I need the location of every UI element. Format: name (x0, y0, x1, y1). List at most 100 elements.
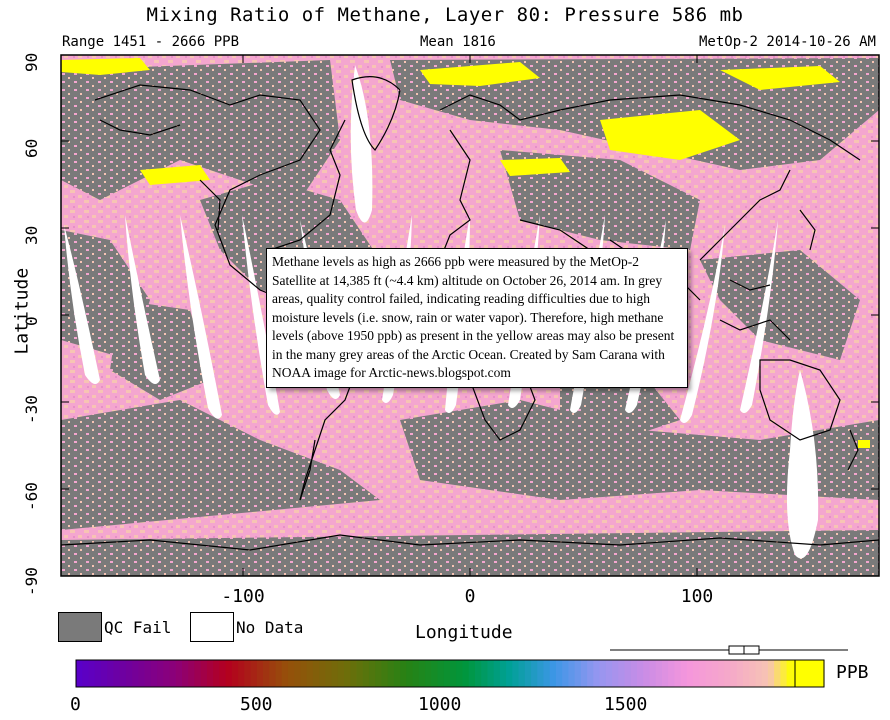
colorbar-segment (400, 660, 407, 687)
colorbar-segment (593, 660, 601, 687)
colorbar-segment (481, 660, 488, 687)
colorbar (76, 659, 825, 688)
colorbar-segment (263, 660, 270, 687)
colorbar-segment (568, 660, 576, 687)
colorbar-segment (630, 660, 638, 687)
colorbar-segment (518, 660, 526, 687)
colorbar-segment (250, 660, 258, 687)
map-title: Mixing Ratio of Methane, Layer 80: Press… (146, 4, 744, 26)
colorbar-segment (730, 660, 738, 687)
colorbar-segment (531, 660, 538, 687)
colorbar-segment (543, 660, 551, 687)
colorbar-segment (668, 660, 675, 687)
colorbar-segment (169, 660, 177, 687)
qc-fail-label: QC Fail (104, 618, 172, 637)
colorbar-segment (605, 660, 613, 687)
colorbar-segment (269, 660, 277, 687)
colorbar-segment (350, 660, 358, 687)
colorbar-segment (425, 660, 432, 687)
colorbar-segment (331, 660, 339, 687)
colorbar-segment (244, 660, 252, 687)
colorbar-segment (362, 660, 370, 687)
colorbar-segment (76, 660, 83, 687)
colorbar-segment (256, 660, 264, 687)
colorbar-segment (574, 660, 582, 687)
colorbar-segment (231, 660, 239, 687)
colorbar-segment (393, 660, 401, 687)
x-tick-label: -100 (221, 586, 265, 607)
colorbar-segment (225, 660, 233, 687)
colorbar-segment (487, 660, 495, 687)
colorbar-segment (711, 660, 719, 687)
colorbar-segment (163, 660, 171, 687)
colorbar-segment (761, 660, 769, 687)
colorbar-segment (643, 660, 651, 687)
colorbar-segment (506, 660, 513, 687)
colorbar-segment (637, 660, 644, 687)
map-plot-area (61, 55, 879, 576)
colorbar-segment (200, 660, 208, 687)
colorbar-segment (138, 660, 146, 687)
colorbar-segment (300, 660, 308, 687)
colorbar-segment (618, 660, 626, 687)
colorbar-segment (524, 660, 532, 687)
y-tick-label: -60 (22, 482, 41, 511)
colorbar-segment (150, 660, 158, 687)
colorbar-segment (206, 660, 214, 687)
annotation-textbox: Methane levels as high as 2666 ppb were … (266, 248, 688, 388)
colorbar-segment (468, 660, 476, 687)
colorbar-segment (599, 660, 607, 687)
y-tick-label: 60 (22, 138, 41, 158)
colorbar-segment (188, 660, 196, 687)
x-tick-label: 0 (464, 586, 476, 607)
colorbar-segment (493, 660, 501, 687)
y-tick-label: -30 (22, 395, 41, 424)
mean-label: Mean 1816 (420, 34, 496, 50)
colorbar-segment (749, 660, 757, 687)
colorbar-segment (786, 660, 794, 687)
colorbar-segment (456, 660, 464, 687)
colorbar-segment (718, 660, 725, 687)
colorbar-segment (381, 660, 389, 687)
high-methane-regions (61, 58, 870, 448)
no-data-swatch (190, 612, 234, 642)
colorbar-segment (512, 660, 520, 687)
colorbar-mean-indicator (610, 645, 848, 655)
colorbar-segment (612, 660, 619, 687)
colorbar-segment (580, 660, 588, 687)
colorbar-segment (387, 660, 395, 687)
colorbar-segment (499, 660, 507, 687)
colorbar-segment (562, 660, 570, 687)
colorbar-tick-label: 0 (70, 694, 81, 715)
colorbar-segment (406, 660, 414, 687)
x-axis-label: Longitude (415, 622, 513, 643)
colorbar-segment (699, 660, 707, 687)
colorbar-segment (181, 660, 189, 687)
colorbar-segment (537, 660, 545, 687)
colorbar-segment (337, 660, 345, 687)
colorbar-segment (119, 660, 127, 687)
colorbar-segment (125, 660, 133, 687)
colorbar-frame (75, 659, 825, 688)
colorbar-segment (287, 660, 295, 687)
colorbar-segment (450, 660, 457, 687)
colorbar-segment (144, 660, 152, 687)
colorbar-segment (82, 660, 90, 687)
colorbar-segment (587, 660, 594, 687)
colorbar-segment (88, 660, 96, 687)
colorbar-segment (549, 660, 557, 687)
y-tick-label: 30 (22, 225, 41, 245)
colorbar-segment (443, 660, 451, 687)
range-label: Range 1451 - 2666 PPB (62, 34, 240, 50)
colorbar-segment (275, 660, 283, 687)
colorbar-segment (412, 660, 420, 687)
axis-ticks (61, 55, 879, 576)
colorbar-segment (175, 660, 183, 687)
satellite-date-label: MetOp-2 2014-10-26 AM (698, 34, 876, 50)
colorbar-segment (724, 660, 732, 687)
colorbar-segment (780, 660, 788, 687)
no-data-label: No Data (236, 618, 304, 637)
colorbar-segment (437, 660, 445, 687)
colorbar-segment (624, 660, 632, 687)
colorbar-segment (686, 660, 694, 687)
